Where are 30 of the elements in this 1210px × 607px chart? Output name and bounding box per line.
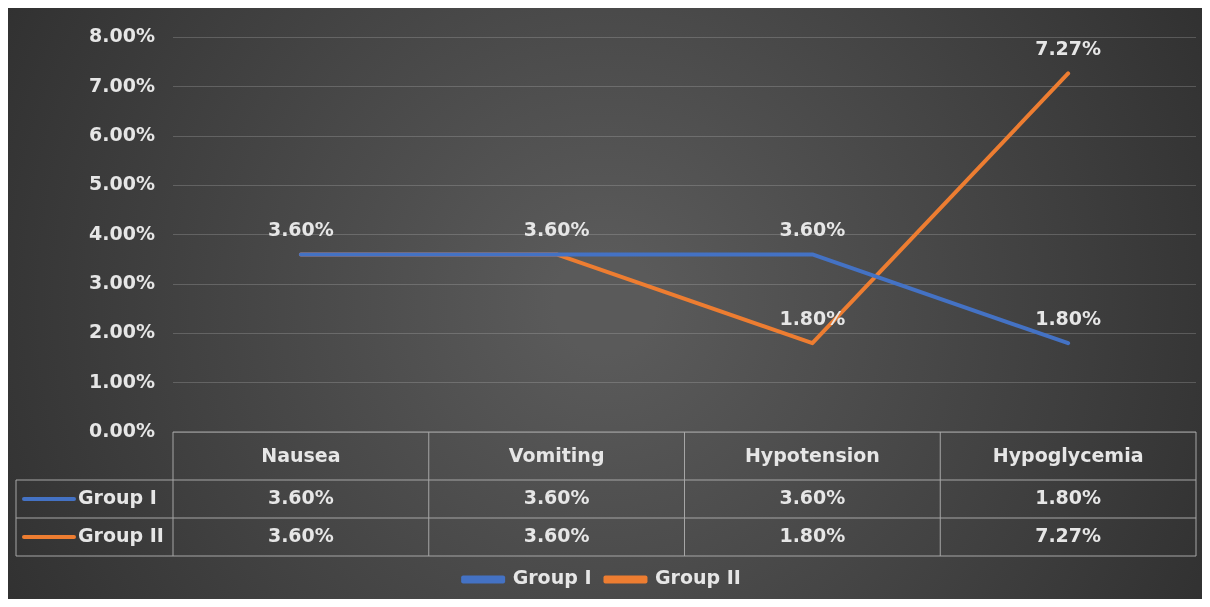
y-tick-label: 2.00% [89, 320, 155, 343]
data-label: 3.60% [267, 523, 334, 546]
x-tick-label: Nausea [261, 444, 341, 467]
y-tick-label: 4.00% [89, 221, 155, 244]
text: Group II [78, 523, 164, 546]
legend-label: Group II [654, 566, 741, 589]
data-label: 3.60% [523, 485, 590, 508]
legend-label: Group I [78, 485, 157, 508]
text: Group I [512, 566, 592, 589]
data-label: 3.60% [523, 523, 590, 546]
y-tick-label: 6.00% [89, 122, 155, 145]
text: 3.60% [779, 217, 846, 240]
text: 3.60% [267, 217, 334, 240]
data-label: 7.27% [1035, 523, 1102, 546]
data-label: 1.80% [1035, 485, 1102, 508]
data-label: 1.80% [779, 523, 846, 546]
y-tick-label: 1.00% [89, 369, 155, 392]
y-tick-label: 5.00% [89, 172, 155, 195]
y-tick-label: 3.00% [89, 270, 155, 293]
x-tick-label: Hypoglycemia [992, 444, 1144, 467]
text: 1.80% [1035, 306, 1102, 329]
y-tick-label: 8.00% [89, 24, 155, 47]
data-label: 3.60% [267, 485, 334, 508]
text: 7.27% [1035, 36, 1102, 59]
y-tick-label: 0.00% [89, 418, 155, 441]
y-tick-label: 7.00% [89, 73, 155, 96]
text: 3.60% [523, 217, 590, 240]
x-tick-label: Vomiting [508, 444, 605, 467]
data-label: 3.60% [779, 485, 846, 508]
x-tick-label: Hypotension [744, 444, 880, 467]
